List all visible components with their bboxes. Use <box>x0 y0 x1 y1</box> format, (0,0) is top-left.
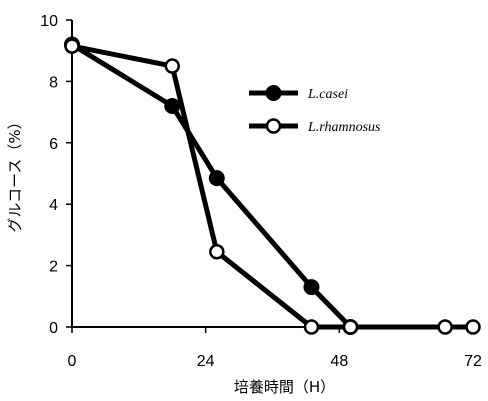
x-tick-label: 48 <box>330 353 348 370</box>
y-tick-label: 6 <box>49 136 58 153</box>
series-layer <box>64 36 481 335</box>
data-point <box>303 279 320 296</box>
data-point <box>437 319 453 335</box>
data-point <box>208 170 225 187</box>
y-tick-label: 0 <box>49 320 58 337</box>
data-point <box>164 97 181 114</box>
y-tick-label: 4 <box>49 197 58 214</box>
data-point <box>64 38 80 54</box>
data-point <box>209 244 225 260</box>
y-tick-label: 2 <box>49 259 58 276</box>
y-tick-label: 8 <box>49 74 58 91</box>
y-axis-title: グルコース（%） <box>6 114 24 232</box>
data-point <box>342 319 359 335</box>
axes <box>71 20 473 328</box>
data-point <box>164 58 180 74</box>
legend-marker <box>265 85 282 101</box>
legend-label: L.casei <box>307 87 348 102</box>
x-tick-label: 72 <box>464 353 482 370</box>
series-0 <box>64 36 359 335</box>
data-point <box>303 319 320 335</box>
x-axis-title: 培養時間（H） <box>234 378 335 396</box>
legend: L.casei L.rhamnosus <box>249 85 381 135</box>
series-1 <box>64 38 481 335</box>
data-point <box>465 319 481 335</box>
x-tick-label: 24 <box>197 353 215 370</box>
legend-label: L.rhamnosus <box>307 120 381 135</box>
x-tick-label: 0 <box>68 353 77 370</box>
legend-marker <box>265 118 282 134</box>
y-tick-label: 10 <box>40 13 58 30</box>
